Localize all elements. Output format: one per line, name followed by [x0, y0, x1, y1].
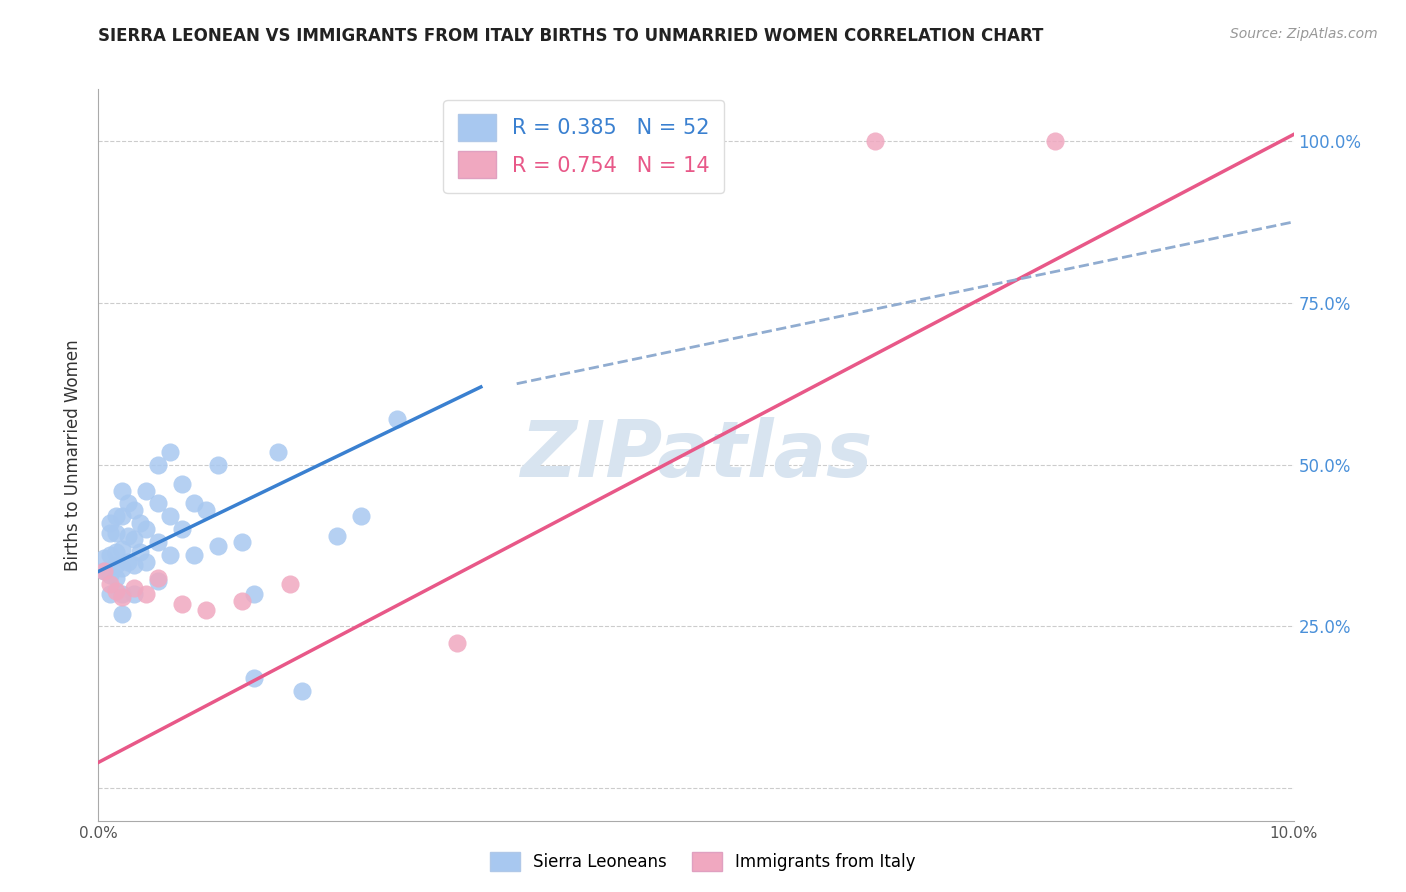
Point — [111, 591, 134, 605]
Point — [183, 548, 205, 562]
Point — [148, 571, 170, 585]
Point — [243, 587, 266, 601]
Point — [148, 574, 170, 589]
Point — [100, 567, 122, 582]
Point — [135, 522, 157, 536]
Point — [111, 587, 134, 601]
Text: Source: ZipAtlas.com: Source: ZipAtlas.com — [1230, 27, 1378, 41]
Point — [117, 529, 139, 543]
Point — [111, 541, 134, 556]
Point — [1043, 134, 1066, 148]
Point — [100, 587, 122, 601]
Point — [135, 555, 157, 569]
Point — [267, 444, 290, 458]
Point — [124, 503, 146, 517]
Legend: R = 0.385   N = 52, R = 0.754   N = 14: R = 0.385 N = 52, R = 0.754 N = 14 — [443, 100, 724, 193]
Point — [100, 516, 122, 530]
Point — [105, 509, 128, 524]
Point — [129, 545, 152, 559]
Point — [172, 477, 194, 491]
Point — [135, 483, 157, 498]
Point — [111, 561, 134, 575]
Point — [231, 535, 253, 549]
Point — [124, 581, 146, 595]
Point — [111, 509, 134, 524]
Point — [129, 516, 152, 530]
Point — [105, 545, 128, 559]
Text: SIERRA LEONEAN VS IMMIGRANTS FROM ITALY BIRTHS TO UNMARRIED WOMEN CORRELATION CH: SIERRA LEONEAN VS IMMIGRANTS FROM ITALY … — [98, 27, 1043, 45]
Point — [105, 558, 128, 572]
Point — [207, 539, 229, 553]
Point — [117, 496, 139, 510]
Text: ZIPatlas: ZIPatlas — [520, 417, 872, 493]
Point — [105, 583, 128, 598]
Point — [105, 571, 128, 585]
Point — [159, 509, 181, 524]
Point — [172, 522, 194, 536]
Point — [105, 525, 128, 540]
Point — [93, 565, 115, 579]
Point — [207, 458, 229, 472]
Point — [117, 555, 139, 569]
Point — [385, 412, 409, 426]
Point — [159, 444, 181, 458]
Point — [148, 458, 170, 472]
Point — [159, 548, 181, 562]
Y-axis label: Births to Unmarried Women: Births to Unmarried Women — [65, 339, 83, 571]
Point — [111, 607, 134, 621]
Point — [195, 503, 218, 517]
Point — [350, 509, 373, 524]
Point — [291, 684, 314, 698]
Point — [111, 483, 134, 498]
Point — [172, 597, 194, 611]
Point — [183, 496, 205, 510]
Point — [195, 603, 218, 617]
Point — [148, 535, 170, 549]
Point — [100, 577, 122, 591]
Point — [446, 635, 468, 649]
Point — [124, 532, 146, 546]
Point — [326, 529, 349, 543]
Point — [231, 593, 253, 607]
Point — [148, 496, 170, 510]
Point — [100, 525, 122, 540]
Point — [124, 587, 146, 601]
Point — [278, 577, 301, 591]
Point — [93, 551, 115, 566]
Legend: Sierra Leoneans, Immigrants from Italy: Sierra Leoneans, Immigrants from Italy — [482, 843, 924, 880]
Point — [100, 548, 122, 562]
Point — [865, 134, 887, 148]
Point — [243, 671, 266, 685]
Point — [93, 565, 115, 579]
Point — [135, 587, 157, 601]
Point — [124, 558, 146, 572]
